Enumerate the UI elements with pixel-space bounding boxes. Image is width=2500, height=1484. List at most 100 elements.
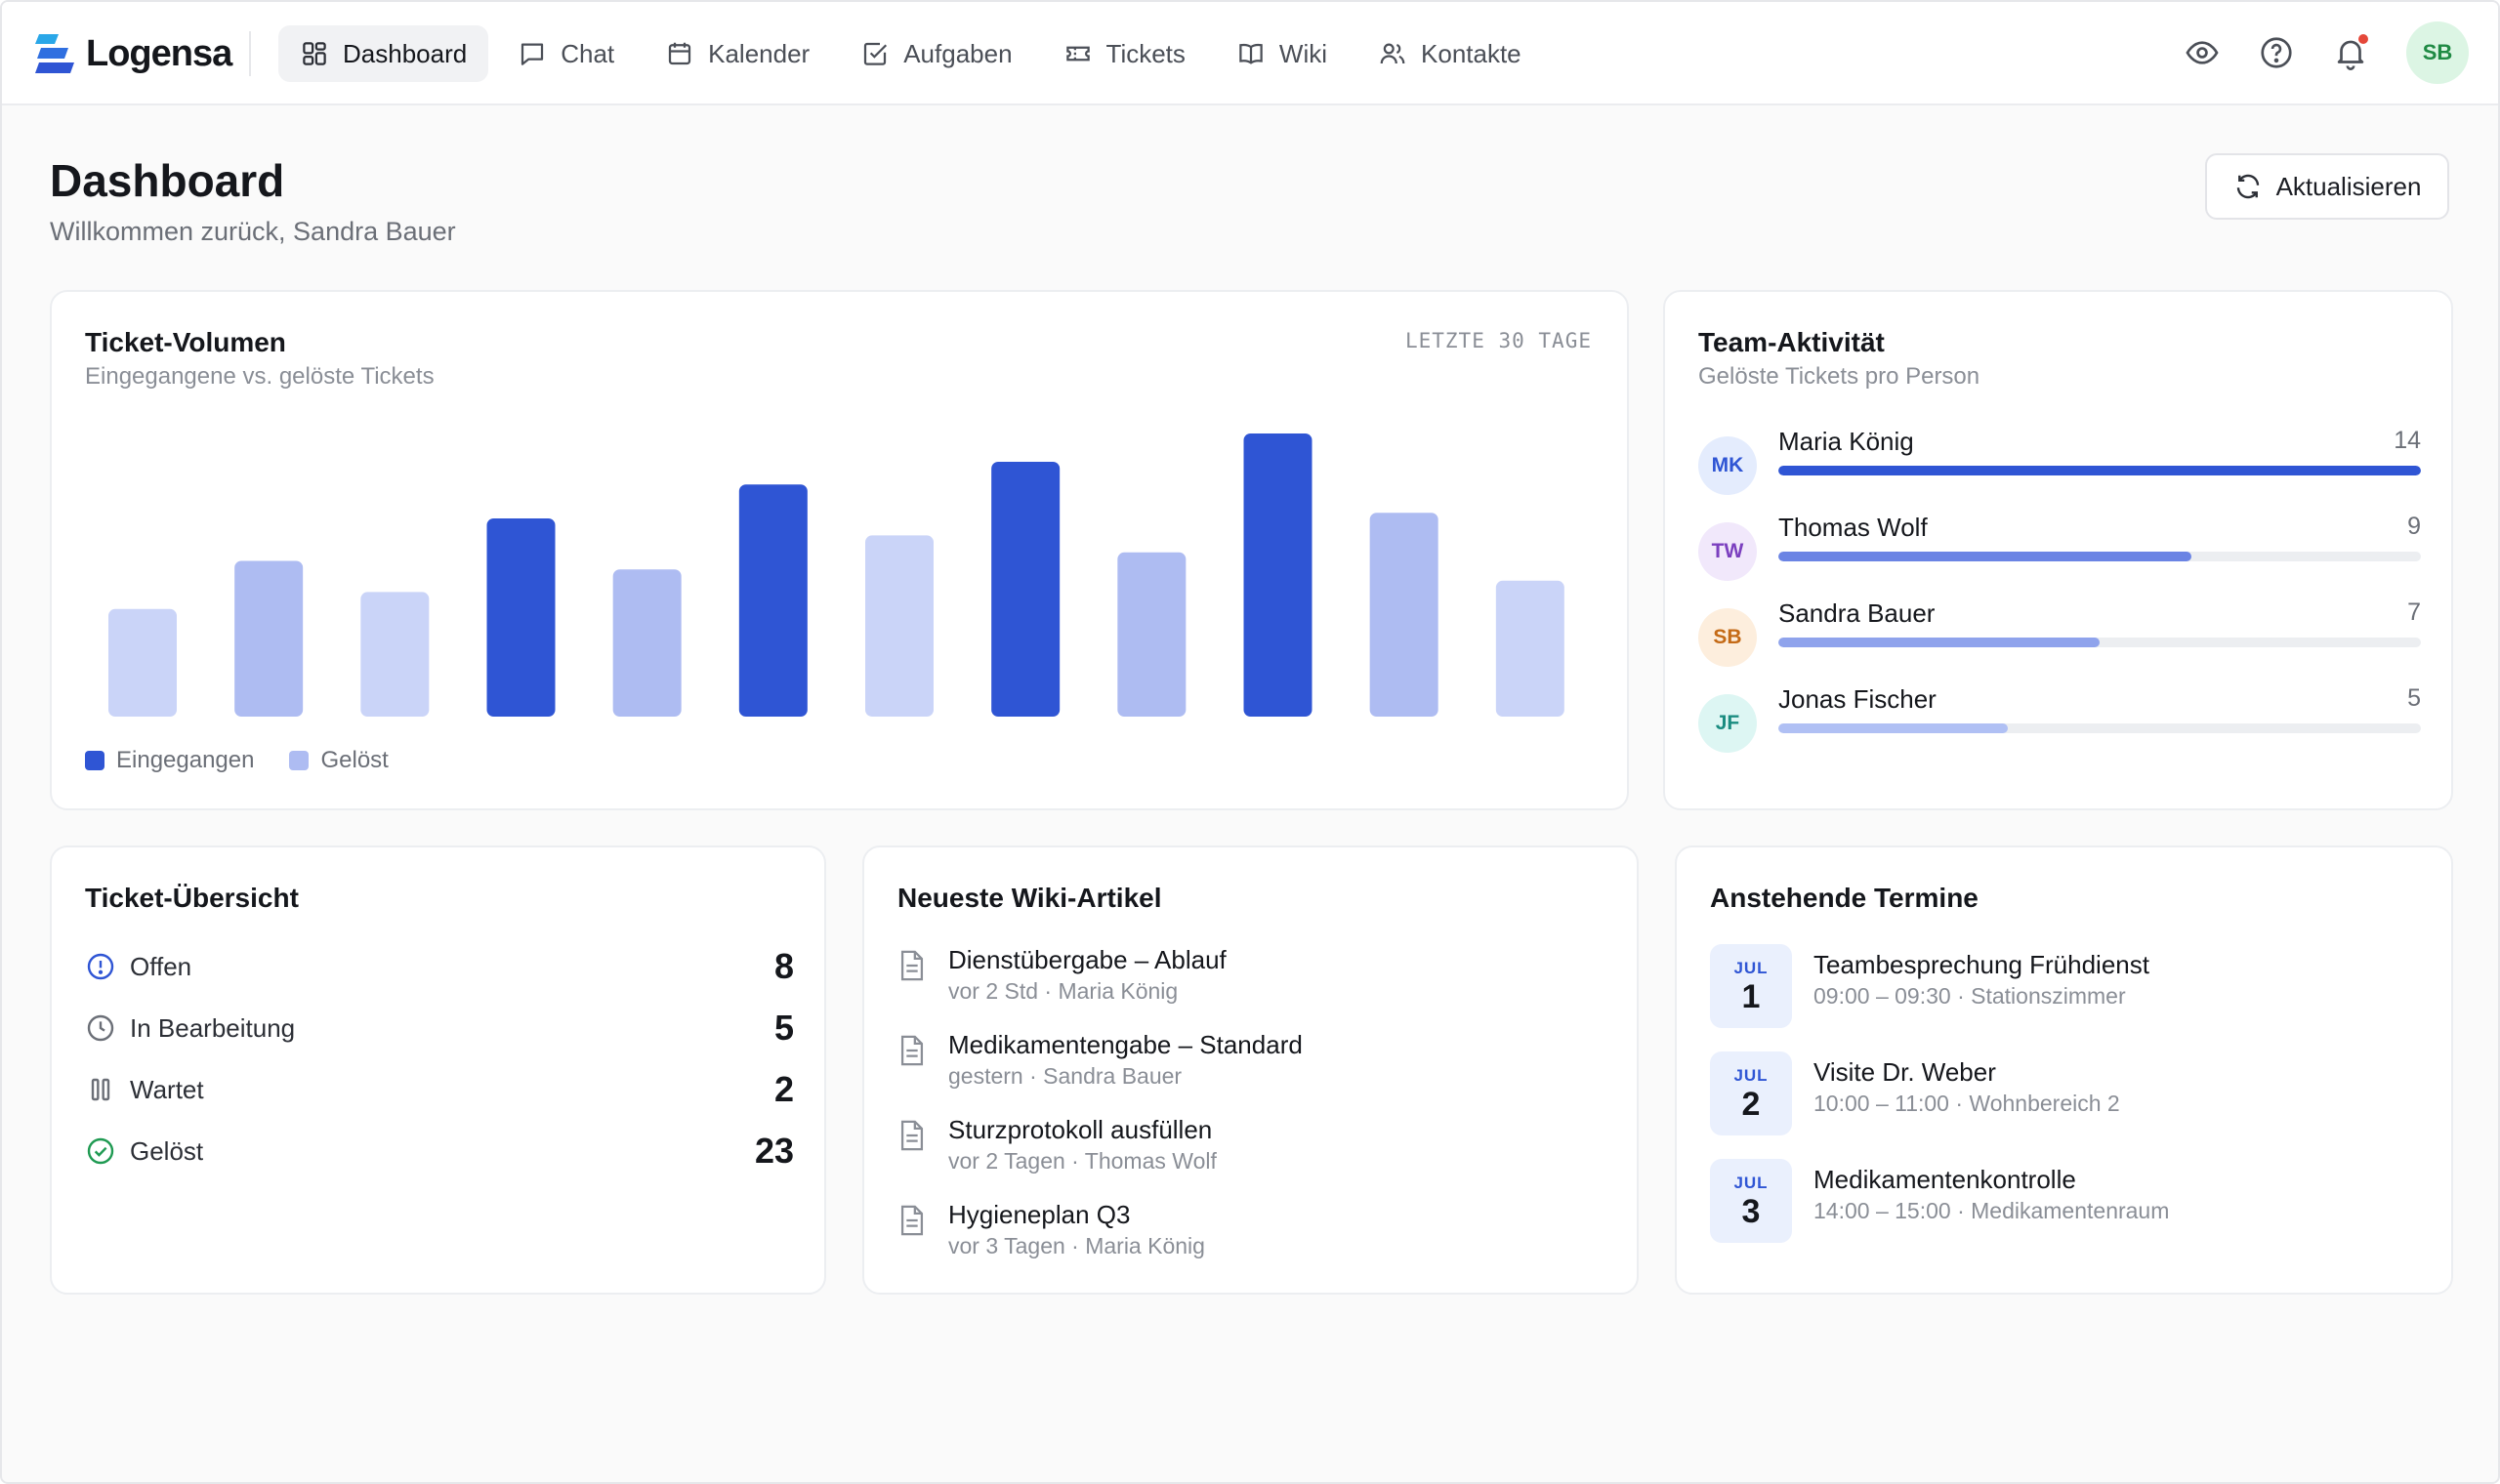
ticket-icon: [1065, 46, 1090, 62]
chat-icon: [521, 43, 544, 65]
nav-item-tickets[interactable]: Tickets: [1042, 25, 1207, 82]
chart-bar: [1117, 552, 1187, 717]
notification-dot: [2358, 34, 2368, 44]
event-day: 3: [1741, 1193, 1761, 1230]
chart-bar: [738, 484, 808, 717]
card-title: Ticket-Übersicht: [85, 883, 299, 913]
member-progress-track: [1778, 723, 2421, 733]
refresh-button[interactable]: Aktualisieren: [2205, 153, 2449, 220]
status-label: Wartet: [130, 1074, 204, 1104]
member-count: 14: [2394, 427, 2421, 454]
nav-item-wiki[interactable]: Wiki: [1215, 25, 1349, 82]
event-month: JUL: [1733, 1066, 1769, 1085]
member-name: Sandra Bauer: [1778, 598, 1936, 628]
chart-bar: [1495, 580, 1564, 717]
help-icon[interactable]: [2258, 34, 2295, 71]
clock-icon: [87, 1014, 114, 1042]
member-avatar: MK: [1698, 436, 1757, 495]
event-item[interactable]: JUL 2 Visite Dr. Weber 10:00 – 11:00 · W…: [1710, 1051, 2423, 1135]
chart-bar: [991, 462, 1061, 717]
refresh-label: Aktualisieren: [2275, 171, 2422, 201]
wiki-article-title: Dienstübergabe – Ablauf: [948, 945, 1227, 974]
nav-item-kontakte[interactable]: Kontakte: [1356, 25, 1543, 82]
status-row-open[interactable]: Offen 8: [85, 945, 794, 988]
member-name: Jonas Fischer: [1778, 684, 1937, 714]
users-icon: [1380, 43, 1405, 64]
status-row-in-progress[interactable]: In Bearbeitung 5: [85, 1007, 794, 1050]
wiki-article-meta: vor 2 Std · Maria König: [948, 978, 1179, 1004]
member-avatar: SB: [1698, 608, 1757, 667]
wiki-article[interactable]: Sturzprotokoll ausfüllen vor 2 Tagen · T…: [897, 1115, 1601, 1183]
nav-label: Dashboard: [343, 38, 468, 68]
member-avatar: TW: [1698, 522, 1757, 581]
wiki-article-meta: gestern · Sandra Bauer: [948, 1063, 1183, 1089]
grid-icon: [303, 42, 326, 65]
nav-item-aufgaben[interactable]: Aufgaben: [839, 25, 1033, 82]
nav-label: Aufgaben: [903, 38, 1013, 68]
event-day: 1: [1741, 978, 1761, 1015]
status-count: 8: [773, 946, 794, 986]
team-member-row[interactable]: MK Maria König 14: [1698, 427, 2421, 495]
document-icon: [900, 1205, 924, 1236]
chart-bar: [865, 535, 934, 717]
member-count: 5: [2407, 684, 2421, 712]
card-title: Team-Aktivität: [1698, 327, 1885, 357]
team-member-row[interactable]: SB Sandra Bauer 7: [1698, 598, 2421, 667]
calendar-icon: [669, 42, 691, 65]
logo[interactable]: Logensa: [35, 29, 232, 78]
event-meta: 10:00 – 11:00 · Wohnbereich 2: [1813, 1091, 2120, 1116]
nav-label: Kontakte: [1421, 38, 1521, 68]
legend-item-resolved: Gelöst: [289, 747, 389, 774]
status-row-waiting[interactable]: Wartet 2: [85, 1068, 794, 1111]
member-progress-fill: [1778, 466, 2421, 475]
chart-bar: [1243, 433, 1312, 717]
event-day: 2: [1741, 1086, 1761, 1123]
check-circle-icon: [87, 1137, 114, 1165]
nav-item-kalender[interactable]: Kalender: [644, 25, 831, 82]
user-avatar[interactable]: SB: [2406, 21, 2469, 84]
wiki-article-meta: vor 3 Tagen · Maria König: [948, 1233, 1205, 1258]
checkbox-icon: [864, 42, 888, 65]
chart-bar: [108, 608, 177, 717]
status-label: Offen: [130, 951, 192, 981]
event-item[interactable]: JUL 1 Teambesprechung Frühdienst 09:00 –…: [1710, 944, 2423, 1028]
member-name: Maria König: [1778, 427, 1914, 456]
team-member-row[interactable]: JF Jonas Fischer 5: [1698, 684, 2421, 753]
document-icon: [900, 1120, 924, 1151]
wiki-articles-card: Neueste Wiki-Artikel Dienstübergabe – Ab…: [862, 845, 1639, 1295]
nav-item-chat[interactable]: Chat: [496, 25, 636, 82]
nav-label: Kalender: [708, 38, 811, 68]
member-progress-track: [1778, 638, 2421, 647]
legend-label: Gelöst: [320, 747, 389, 773]
wiki-article[interactable]: Medikamentengabe – Standard gestern · Sa…: [897, 1030, 1601, 1098]
member-count: 9: [2407, 513, 2421, 540]
event-month: JUL: [1733, 1174, 1769, 1192]
page-title: Dashboard: [50, 155, 285, 206]
status-label: Gelöst: [130, 1135, 204, 1166]
document-icon: [900, 950, 924, 981]
top-bar: Logensa Dashboard Chat Kalender Aufgaben: [2, 2, 2498, 105]
upcoming-events-card: Anstehende Termine JUL 1 Teambesprechung…: [1675, 845, 2453, 1295]
wiki-article[interactable]: Hygieneplan Q3 vor 3 Tagen · Maria König: [897, 1200, 1601, 1268]
ticket-volume-chart: [108, 433, 1564, 717]
wiki-article-title: Medikamentengabe – Standard: [948, 1030, 1303, 1059]
eye-icon[interactable]: [2184, 34, 2221, 71]
nav-label: Wiki: [1278, 38, 1328, 68]
member-progress-fill: [1778, 638, 2100, 647]
member-progress-fill: [1778, 723, 2008, 733]
ticket-overview-card: Ticket-Übersicht Offen 8 In Bearbeitung …: [50, 845, 826, 1295]
event-meta: 14:00 – 15:00 · Medikamentenraum: [1813, 1198, 2170, 1223]
event-date-badge: JUL 3: [1710, 1159, 1792, 1243]
member-count: 7: [2407, 598, 2421, 626]
ticket-volume-card: Ticket-Volumen Eingegangene vs. gelöste …: [50, 290, 1629, 810]
team-member-row[interactable]: TW Thomas Wolf 9: [1698, 513, 2421, 581]
legend-item-received: Eingegangen: [85, 747, 254, 774]
event-item[interactable]: JUL 3 Medikamentenkontrolle 14:00 – 15:0…: [1710, 1159, 2423, 1243]
wiki-article[interactable]: Dienstübergabe – Ablauf vor 2 Std · Mari…: [897, 945, 1601, 1013]
nav-item-dashboard[interactable]: Dashboard: [278, 25, 489, 82]
bell-icon[interactable]: [2332, 34, 2369, 71]
legend-label: Eingegangen: [116, 747, 255, 773]
event-title: Medikamentenkontrolle: [1813, 1165, 2076, 1194]
event-title: Teambesprechung Frühdienst: [1813, 950, 2149, 979]
status-row-resolved[interactable]: Gelöst 23: [85, 1130, 794, 1173]
